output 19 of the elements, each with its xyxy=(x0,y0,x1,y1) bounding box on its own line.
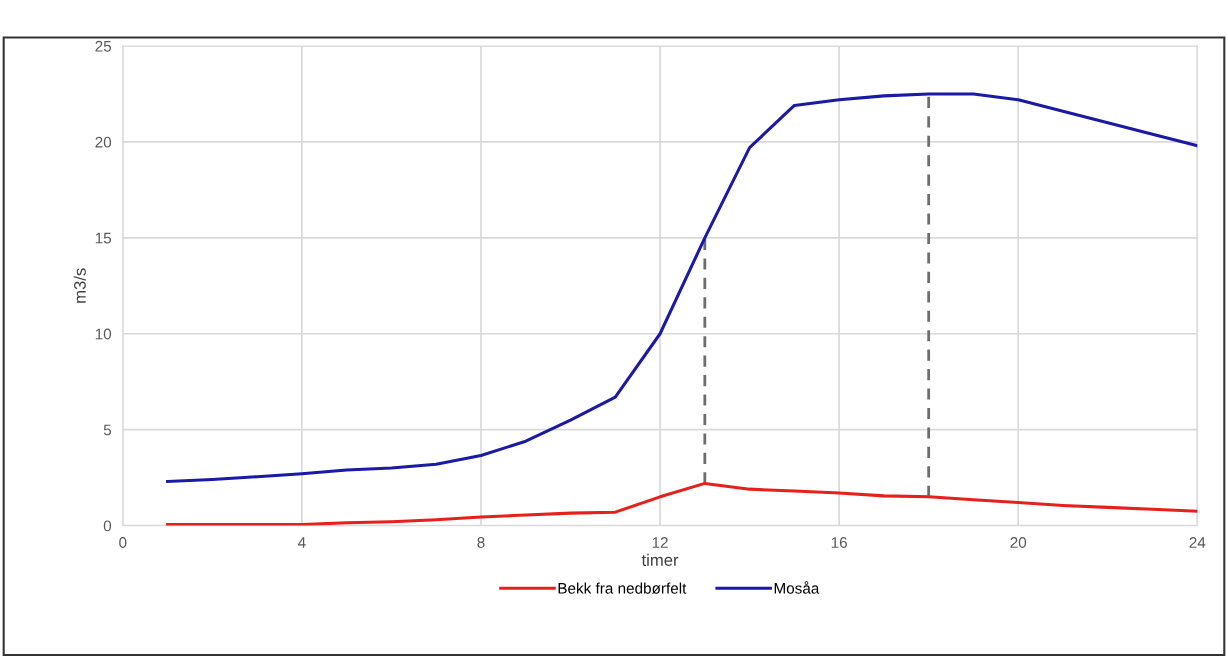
x-tick-label: 8 xyxy=(477,537,485,548)
x-axis-title: timer xyxy=(641,553,679,566)
x-tick-label: 4 xyxy=(297,537,306,548)
x-tick-label: 16 xyxy=(831,537,847,548)
x-tick-label: 24 xyxy=(1189,537,1206,548)
y-axis-title: m3/s xyxy=(73,268,86,303)
y-tick-label: 25 xyxy=(95,40,112,52)
y-tick-label: 5 xyxy=(103,424,112,436)
line-series xyxy=(166,92,1198,484)
y-tick-label: 15 xyxy=(95,232,112,244)
y-tick-label: 20 xyxy=(95,136,112,148)
line-series xyxy=(166,481,1198,526)
y-tick-label: 10 xyxy=(95,328,112,340)
x-tick-label: 0 xyxy=(119,537,127,548)
x-tick-label: 20 xyxy=(1010,537,1027,548)
legend-label: Mosåa xyxy=(774,581,820,594)
x-tick-label: 12 xyxy=(652,537,668,548)
legend-label: Bekk fra nedbørfelt xyxy=(558,582,687,594)
y-tick-label: 0 xyxy=(103,520,112,532)
